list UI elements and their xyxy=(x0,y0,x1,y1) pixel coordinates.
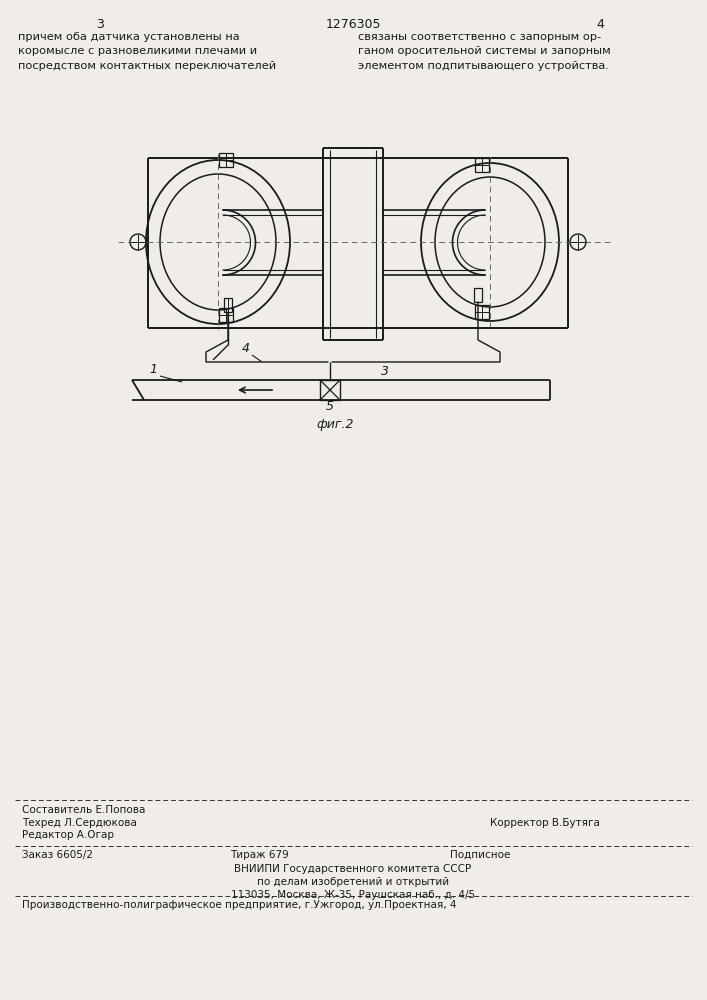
Text: 5: 5 xyxy=(326,400,334,413)
Bar xyxy=(475,158,489,172)
Text: по делам изобретений и открытий: по делам изобретений и открытий xyxy=(257,877,449,887)
Text: 113035, Москва, Ж-35, Раушская наб., д. 4/5: 113035, Москва, Ж-35, Раушская наб., д. … xyxy=(231,890,475,900)
Text: Тираж 679: Тираж 679 xyxy=(230,850,288,860)
Bar xyxy=(219,153,233,167)
Text: 3: 3 xyxy=(96,18,104,31)
Text: Техред Л.Сердюкова: Техред Л.Сердюкова xyxy=(22,818,137,828)
Text: Подписное: Подписное xyxy=(450,850,510,860)
Bar xyxy=(224,298,232,312)
Text: фиг.2: фиг.2 xyxy=(316,418,354,431)
Text: связаны соответственно с запорным ор-
ганом оросительной системы и запорным
элем: связаны соответственно с запорным ор- га… xyxy=(358,32,611,71)
Text: Корректор В.Бутяга: Корректор В.Бутяга xyxy=(490,818,600,828)
Bar xyxy=(320,380,340,400)
Text: 4: 4 xyxy=(596,18,604,31)
Bar xyxy=(474,288,482,302)
Bar xyxy=(219,308,233,322)
Text: ВНИИПИ Государственного комитета СССР: ВНИИПИ Государственного комитета СССР xyxy=(235,864,472,874)
Text: 1276305: 1276305 xyxy=(325,18,381,31)
Text: Производственно-полиграфическое предприятие, г.Ужгород, ул.Проектная, 4: Производственно-полиграфическое предприя… xyxy=(22,900,457,910)
Text: 4: 4 xyxy=(242,342,250,355)
Text: Редактор А.Огар: Редактор А.Огар xyxy=(22,830,114,840)
Text: Заказ 6605/2: Заказ 6605/2 xyxy=(22,850,93,860)
Bar xyxy=(475,305,489,319)
Text: 3: 3 xyxy=(381,365,389,378)
Text: Составитель Е.Попова: Составитель Е.Попова xyxy=(22,805,146,815)
Text: 1: 1 xyxy=(149,363,157,376)
Text: причем оба датчика установлены на
коромысле с разновеликими плечами и
посредство: причем оба датчика установлены на коромы… xyxy=(18,32,276,71)
